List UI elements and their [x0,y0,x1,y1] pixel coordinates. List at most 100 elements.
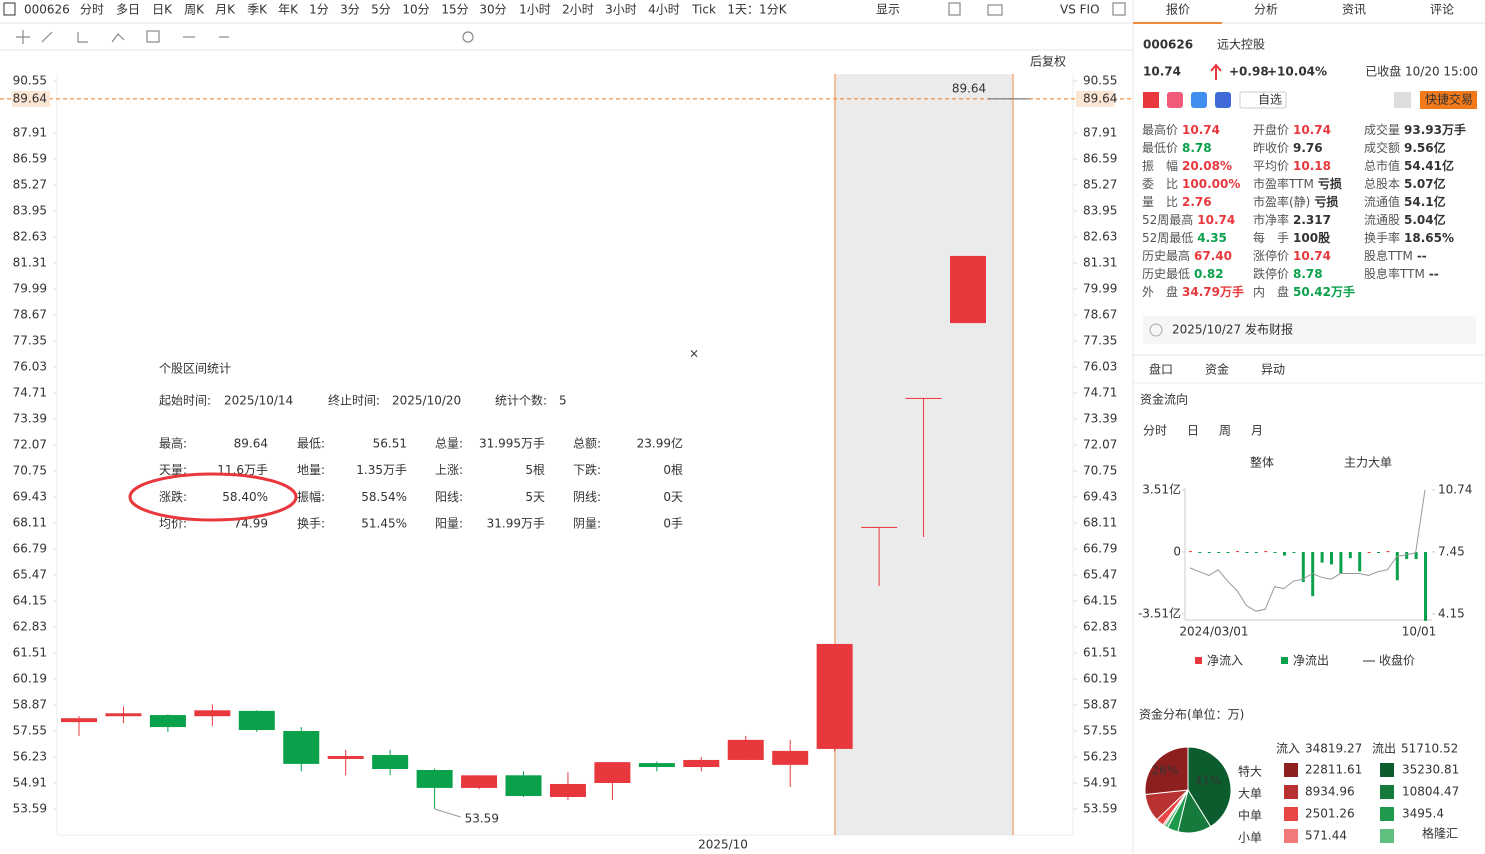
period-tab[interactable]: 1天：1分K [727,3,787,17]
watch-label: 自选 [1258,93,1282,107]
period-tab[interactable]: 1小时 [519,3,551,17]
settings-icon[interactable] [462,31,474,43]
quote-field: 成交量 93.93万手 [1364,122,1466,137]
tool-line[interactable] [41,31,53,43]
period-tab[interactable]: Tick [691,3,716,17]
pie-label: 41% [1195,774,1222,788]
change-pct: +10.04% [1267,65,1327,79]
panel-tab[interactable]: 分析 [1254,3,1278,17]
field-value: 54.41亿 [1404,158,1454,173]
period-tab[interactable]: 3分 [340,3,360,17]
close-button[interactable]: × [689,347,699,361]
tool-wave[interactable] [111,33,125,43]
field-value: 5.04亿 [1404,212,1446,227]
market-status: 已收盘 10/20 15:00 [1365,64,1478,79]
popup-title: 个股区间统计 [159,362,231,376]
y-tick-label: 60.19 [13,672,47,686]
layout-icon[interactable] [1112,2,1126,16]
panel-tab[interactable]: 资讯 [1342,3,1366,17]
view-tab[interactable]: 整体 [1250,455,1274,470]
notice-bg [1143,316,1476,344]
section-title: 资金分布(单位：万) [1139,707,1244,722]
field-label: 52周最低 [1142,231,1193,245]
flow-bar [1301,552,1305,583]
pie-label: 26% [1152,764,1179,778]
swatch [1380,807,1394,821]
tool-rect[interactable] [146,30,160,43]
period-tab[interactable]: 30分 [479,3,506,17]
adjust-button[interactable]: 后复权 [1030,55,1066,69]
quote-field: 总股本 5.07亿 [1364,176,1446,191]
period-tab[interactable]: 日K [152,3,173,17]
quote-field: 市盈率TTM 亏损 [1253,176,1342,191]
candle-body [505,775,542,796]
period-tab[interactable]: 1分 [309,3,329,17]
tool-move[interactable] [16,30,30,44]
swatch [1380,785,1394,799]
sub-tab[interactable]: 资金 [1205,362,1229,377]
period-tab[interactable]: 10分 [402,3,429,17]
trade-button[interactable] [1420,91,1477,109]
period-tab[interactable]: 年K [278,3,299,17]
period-tab[interactable]: 15分 [441,3,468,17]
sub-tab[interactable]: 异动 [1261,363,1285,377]
field-label: 每 手 [1253,230,1289,245]
label: 统计个数: [495,393,547,408]
y-tick-label: 62.83 [13,620,47,634]
stock-code: 000626 [1143,38,1193,52]
crosshair-tag [12,90,50,107]
panel-tab[interactable]: 报价 [1166,2,1190,17]
stat-value: 58.54% [361,490,407,504]
field-label: 股息TTM [1364,248,1413,263]
display-menu[interactable]: 显示 [876,3,900,17]
field-label: 外 盘 [1142,284,1178,299]
sub-tab[interactable]: 盘口 [1149,362,1173,377]
value: 2025/10/14 [224,394,293,408]
stat-label: 换手: [297,517,325,531]
panel-tab[interactable]: 评论 [1430,3,1454,17]
period-tab[interactable]: 分时 [80,3,104,17]
view-tab[interactable]: 主力大单 [1344,456,1392,470]
quote-field: 最低价 8.78 [1142,141,1212,155]
y-tick-label: 87.91 [13,126,47,140]
period-tab[interactable]: 周 [1219,424,1231,438]
period-tab[interactable]: 3小时 [605,3,637,17]
period-tab[interactable]: 2小时 [562,3,594,17]
trade-label: 快捷交易 [1425,92,1473,107]
period-tab[interactable]: 周K [184,3,205,17]
flow-bar [1207,552,1211,553]
compare-button[interactable]: VS FIO [1060,3,1100,17]
period-tab[interactable]: 日 [1187,424,1199,438]
y-tick-label: 76.03 [1083,360,1117,374]
y-tick-label: 65.47 [1083,568,1117,582]
period-tab[interactable]: 月 [1251,424,1263,438]
field-label: 流通股 [1364,213,1400,227]
quote-field: 开盘价 10.74 [1253,122,1331,137]
watch-button[interactable] [1239,91,1287,109]
y-tick-label: 3.51亿 [1142,482,1181,497]
high-label: 89.64 [952,81,986,95]
panel-icon[interactable] [3,2,16,16]
period-tab[interactable]: 4小时 [648,3,680,17]
field-label: 市净率 [1253,212,1289,227]
y-tick-label: 54.91 [13,776,47,790]
camera-icon[interactable] [987,4,1003,16]
period-tab[interactable]: 5分 [371,3,391,17]
field-value: 9.76 [1293,141,1323,155]
quote-field: 历史最高 67.40 [1142,248,1232,263]
period-tab[interactable]: 分时 [1143,424,1167,438]
value: 5 [559,394,567,408]
tool-channel[interactable] [77,32,88,43]
flow-bar [1273,552,1277,553]
period-tab[interactable]: 季K [247,3,268,17]
quote-field: 52周最高 10.74 [1142,212,1235,227]
period-tab[interactable]: 多日 [116,3,140,17]
field-label: 最低价 [1142,141,1178,155]
bell-button[interactable] [1394,92,1411,108]
period-tab[interactable]: 月K [215,3,236,17]
field-label: 历史最低 [1142,267,1190,281]
price: 10.74 [1143,65,1181,79]
toggle-icon[interactable] [948,2,961,16]
quote-field: 每 手 100股 [1253,230,1331,245]
